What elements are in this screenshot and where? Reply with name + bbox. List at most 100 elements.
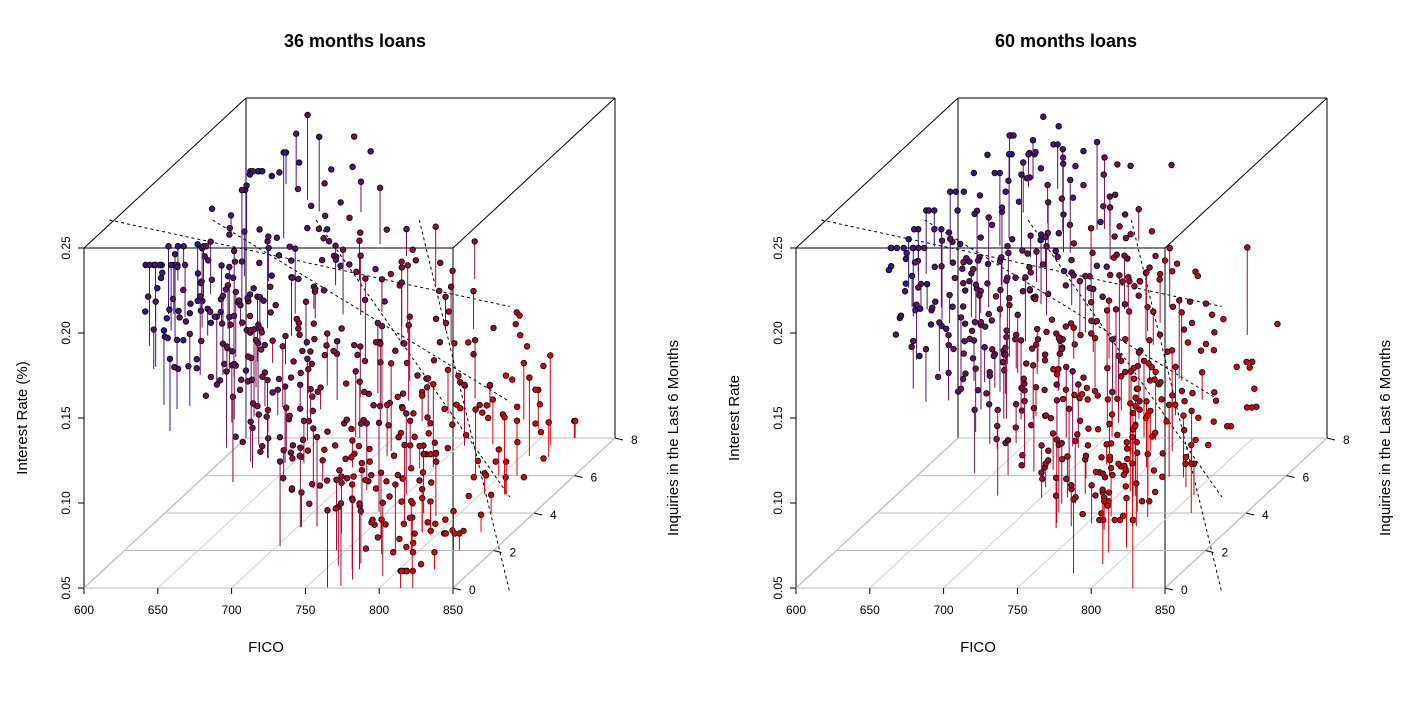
data-point	[366, 458, 373, 465]
data-point	[282, 149, 290, 156]
data-point	[193, 365, 200, 372]
data-point	[1042, 233, 1049, 241]
data-point	[358, 466, 366, 474]
data-point	[1168, 347, 1176, 354]
data-point	[243, 182, 250, 189]
data-point	[447, 283, 455, 290]
data-point	[1027, 269, 1034, 276]
data-point	[1129, 516, 1137, 524]
data-point	[1044, 199, 1052, 206]
data-point	[983, 390, 990, 397]
data-point	[943, 325, 950, 333]
data-point	[1274, 320, 1281, 328]
data-point	[981, 323, 989, 330]
data-point	[1169, 268, 1176, 275]
data-point	[264, 435, 272, 442]
data-point	[1042, 412, 1050, 419]
data-point	[1083, 384, 1091, 392]
data-point	[1105, 489, 1113, 496]
data-point	[892, 331, 900, 338]
data-point	[1112, 306, 1120, 313]
data-point	[374, 319, 382, 327]
data-point	[1041, 386, 1048, 394]
data-point	[1063, 363, 1070, 371]
data-point	[1144, 450, 1151, 458]
data-point	[193, 356, 200, 363]
data-point	[470, 287, 477, 295]
data-point	[267, 283, 274, 290]
data-point	[1037, 236, 1044, 244]
data-point	[1013, 331, 1020, 339]
data-point	[1086, 284, 1093, 292]
data-point	[545, 419, 552, 426]
data-point	[929, 304, 936, 311]
data-point	[909, 244, 916, 252]
data-point	[1122, 466, 1129, 473]
data-point	[302, 298, 310, 305]
data-point	[1100, 498, 1108, 505]
z-tick-mark	[493, 550, 502, 553]
data-point	[305, 366, 312, 373]
data-point	[994, 406, 1001, 414]
z-tick-label: 4	[550, 508, 557, 522]
data-point	[536, 401, 544, 408]
data-point	[915, 244, 922, 252]
data-point	[997, 286, 1004, 294]
data-point	[949, 259, 957, 266]
data-point	[332, 242, 339, 249]
x-tick-label: 850	[443, 603, 463, 617]
data-point	[999, 358, 1006, 366]
data-point	[925, 207, 933, 214]
data-point	[287, 374, 295, 381]
data-point	[1249, 358, 1256, 366]
data-point	[1047, 414, 1055, 422]
data-point	[323, 226, 331, 233]
data-point	[423, 384, 431, 391]
data-point	[330, 347, 337, 355]
data-point	[398, 279, 405, 286]
data-point	[297, 369, 304, 377]
data-point	[180, 337, 187, 344]
floor-grid-line	[378, 437, 542, 589]
data-point	[1044, 457, 1052, 464]
data-point	[357, 420, 365, 427]
data-point	[432, 223, 439, 230]
data-point	[259, 373, 266, 380]
data-point	[430, 357, 438, 364]
data-point	[370, 402, 377, 409]
data-point	[247, 327, 254, 334]
data-point	[910, 226, 918, 233]
data-point	[346, 214, 353, 222]
data-point	[348, 425, 355, 433]
data-point	[221, 360, 228, 368]
data-point	[998, 254, 1005, 261]
data-point	[1049, 430, 1057, 437]
data-point	[307, 348, 314, 355]
data-point	[1114, 161, 1121, 168]
data-point	[990, 352, 998, 360]
data-point	[1006, 301, 1013, 309]
data-point	[1173, 260, 1181, 267]
data-point	[378, 322, 386, 330]
data-point	[451, 530, 458, 537]
data-point	[226, 224, 234, 232]
data-point	[1062, 323, 1069, 330]
data-point	[1076, 277, 1084, 285]
data-point	[1029, 136, 1037, 144]
data-point	[1158, 396, 1165, 403]
data-point	[1189, 389, 1196, 397]
data-point	[476, 401, 483, 409]
x-tick-label: 700	[222, 603, 242, 617]
data-point	[338, 473, 345, 480]
data-point	[349, 481, 356, 488]
data-point	[392, 481, 399, 488]
data-point	[403, 543, 410, 551]
data-point	[1133, 439, 1141, 446]
chart-36-months: 36 months loans FICO Interest Rate (%) I…	[14, 31, 682, 656]
data-point	[1002, 188, 1009, 195]
diagonal-plane-line	[821, 219, 1222, 307]
data-point	[227, 321, 234, 328]
data-point	[1124, 455, 1131, 463]
data-point	[1246, 364, 1253, 371]
